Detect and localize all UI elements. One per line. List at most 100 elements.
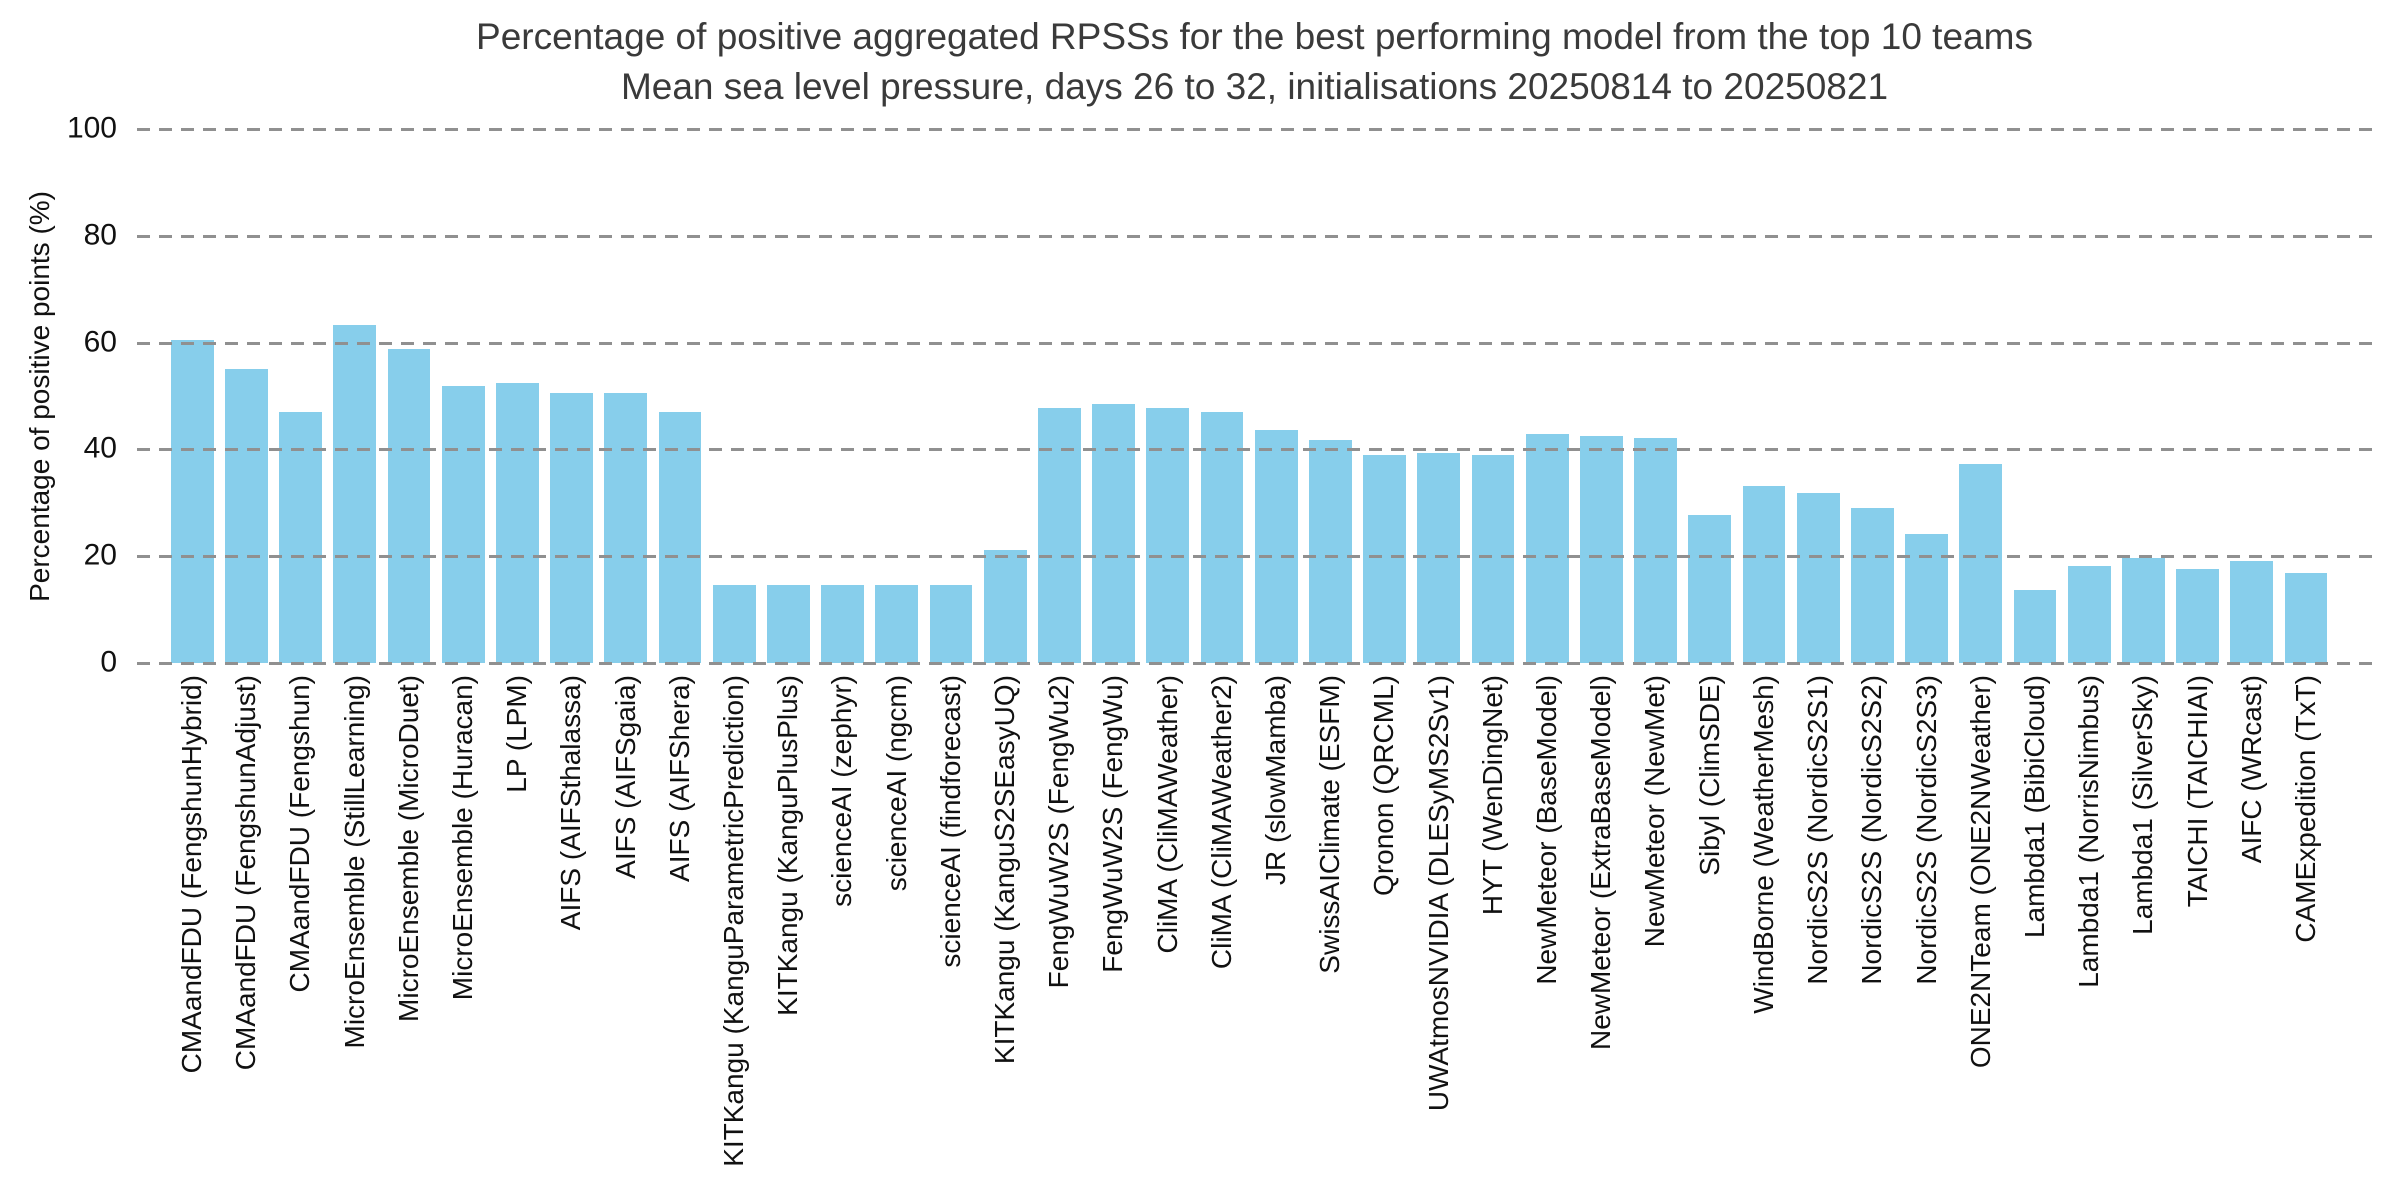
bar-KITKangu (KanguPlusPlus) — [766, 584, 810, 663]
x-label-slot: scienceAI (findforecast) — [924, 675, 978, 1200]
bar-slot — [1357, 454, 1411, 663]
x-tick-label: scienceAI (zephyr) — [826, 675, 858, 907]
bar-slot — [1628, 437, 1682, 663]
bar-slot — [1954, 463, 2008, 663]
x-label-slot: CliMA (CliMAWeather2) — [1195, 675, 1249, 1200]
bar-slot — [2171, 569, 2225, 663]
x-label-slot: Lambda1 (SilverSky) — [2116, 675, 2170, 1200]
x-tick-label: NewMeteor (ExtraBaseModel) — [1585, 675, 1617, 1051]
bar-slot — [382, 349, 436, 663]
x-label-slot: Qronon (QRCML) — [1357, 675, 1411, 1200]
x-label-slot: ONE2NTeam (ONE2NWeather) — [1954, 675, 2008, 1200]
bar-slot — [1683, 514, 1737, 663]
x-label-slot: MicroEnsemble (MicroDuet) — [382, 675, 436, 1200]
x-label-slot: TAICHI (TAICHIAI) — [2171, 675, 2225, 1200]
x-label-slot: NewMeteor (ExtraBaseModel) — [1574, 675, 1628, 1200]
bar-JR (slowMamba) — [1254, 430, 1298, 663]
x-tick-label: scienceAI (findforecast) — [934, 675, 966, 968]
chart-subtitle: Mean sea level pressure, days 26 to 32, … — [620, 66, 1889, 107]
bar-CliMA (CliMAWeather2) — [1200, 412, 1244, 663]
bar-slot — [1574, 435, 1628, 663]
bar-slot — [544, 393, 598, 663]
x-tick-label: NewMeteor (BaseModel) — [1531, 675, 1563, 985]
bar-slot — [1086, 404, 1140, 663]
bar-CliMA (CliMAWeather) — [1146, 408, 1190, 663]
bar-slot — [1791, 492, 1845, 663]
x-tick-label: Lambda1 (NorrisNimbus) — [2073, 675, 2105, 988]
bar-scienceAI (ngcm) — [875, 584, 919, 663]
x-label-slot: NordicS2S (NordicS2S1) — [1791, 675, 1845, 1200]
x-tick-label: CMAandFDU (Fengshun) — [284, 675, 316, 993]
bar-AIFS (AIFShera) — [658, 412, 702, 663]
bar-slot — [1900, 533, 1954, 663]
bar-slot — [2062, 566, 2116, 663]
x-label-slot: AIFS (AIFSthalassa) — [544, 675, 598, 1200]
x-tick-label: AIFS (AIFSthalassa) — [555, 675, 587, 931]
bar-FengWuW2S (FengWu) — [1092, 404, 1135, 663]
bar-slot — [490, 382, 544, 663]
bar-MicroEnsemble (MicroDuet) — [387, 349, 431, 663]
x-tick-label: scienceAI (ngcm) — [880, 675, 912, 892]
x-label-slot: AIFS (AIFSgaia) — [599, 675, 653, 1200]
y-tick-label-60: 60 — [83, 324, 117, 358]
x-tick-label: MicroEnsemble (StillLearning) — [338, 675, 370, 1049]
bar-slot — [1737, 485, 1791, 663]
bar-FengWuW2S (FengWu2) — [1037, 408, 1081, 663]
x-label-slot: UWAtmosNVIDIA (DLESyMS2Sv1) — [1412, 675, 1466, 1200]
bar-Lambda1 (NorrisNimbus) — [2067, 566, 2111, 663]
x-tick-label: SwissAIClimate (ESFM) — [1314, 675, 1346, 974]
bar-WindBorne (WeatherMesh) — [1742, 485, 1786, 663]
x-label-slot: Lambda1 (BibiCloud) — [2008, 675, 2062, 1200]
bar-CMAandFDU (FengshunAdjust) — [224, 369, 268, 663]
x-label-slot: CAMExpedition (TxT) — [2279, 675, 2333, 1200]
x-tick-label: Sibyl (ClimSDE) — [1693, 675, 1725, 876]
x-tick-label: UWAtmosNVIDIA (DLESyMS2Sv1) — [1422, 675, 1454, 1112]
bar-AIFS (AIFSthalassa) — [550, 393, 593, 663]
x-tick-label: NewMeteor (NewMet) — [1639, 675, 1671, 948]
x-label-slot: KITKangu (KanguS2SEasyUQ) — [978, 675, 1032, 1200]
bar-CMAandFDU (FengshunHybrid) — [170, 339, 214, 663]
x-tick-label: CMAandFDU (FengshunHybrid) — [176, 675, 207, 1074]
bar-SwissAIClimate (ESFM) — [1308, 439, 1352, 663]
bar-slot — [653, 412, 707, 663]
x-label-slot: MicroEnsemble (Huracan) — [436, 675, 490, 1200]
x-label-slot: NordicS2S (NordicS2S2) — [1845, 675, 1899, 1200]
x-label-slot: AIFC (WRcast) — [2225, 675, 2279, 1200]
x-tick-label: MicroEnsemble (Huracan) — [447, 675, 479, 1001]
bar-scienceAI (findforecast) — [929, 584, 973, 663]
bar-TAICHI (TAICHIAI) — [2176, 569, 2220, 663]
bar-slot — [1845, 507, 1899, 663]
bar-LP (LPM) — [495, 382, 539, 663]
bar-HYT (WenDingNet) — [1471, 454, 1515, 663]
bar-AIFS (AIFSgaia) — [604, 392, 648, 663]
bar-slot — [1466, 454, 1520, 663]
y-tick-label-100: 100 — [66, 111, 117, 145]
x-label-slot: SwissAIClimate (ESFM) — [1303, 675, 1357, 1200]
bars-container — [165, 129, 2333, 663]
bar-AIFC (WRcast) — [2230, 561, 2274, 663]
bar-slot — [599, 392, 653, 663]
bar-UWAtmosNVIDIA (DLESyMS2Sv1) — [1417, 453, 1461, 663]
x-tick-label: NordicS2S (NordicS2S3) — [1910, 675, 1942, 985]
bar-slot — [707, 584, 761, 663]
x-tick-label: JR (slowMamba) — [1260, 675, 1292, 886]
plot-area: CMAandFDU (FengshunHybrid) CMAandFDU (Fen… — [137, 128, 2372, 1167]
x-label-slot: AIFS (AIFShera) — [653, 675, 707, 1200]
x-label-slot: HYT (WenDingNet) — [1466, 675, 1520, 1200]
bar-KITKangu (KanguS2SEasyUQ) — [983, 550, 1027, 663]
x-tick-label: ONE2NTeam (ONE2NWeather) — [1964, 675, 1996, 1069]
bar-ONE2NTeam (ONE2NWeather) — [1959, 463, 2003, 663]
bar-slot — [870, 584, 924, 663]
y-tick-label-40: 40 — [83, 431, 117, 465]
x-tick-label: Qronon (QRCML) — [1368, 675, 1400, 896]
x-label-slot: CMAandFDU (FengshunHybrid) — [165, 675, 219, 1200]
x-tick-label: KITKangu (KanguParametricPrediction) — [718, 675, 750, 1167]
bar-scienceAI (zephyr) — [821, 584, 864, 663]
bar-slot — [1249, 430, 1303, 663]
bar-Qronon (QRCML) — [1363, 454, 1406, 663]
x-label-slot: scienceAI (zephyr) — [815, 675, 869, 1200]
bar-NewMeteor (ExtraBaseModel) — [1579, 435, 1623, 663]
bar-slot — [1195, 412, 1249, 663]
x-tick-label: KITKangu (KanguPlusPlus) — [772, 675, 804, 1016]
